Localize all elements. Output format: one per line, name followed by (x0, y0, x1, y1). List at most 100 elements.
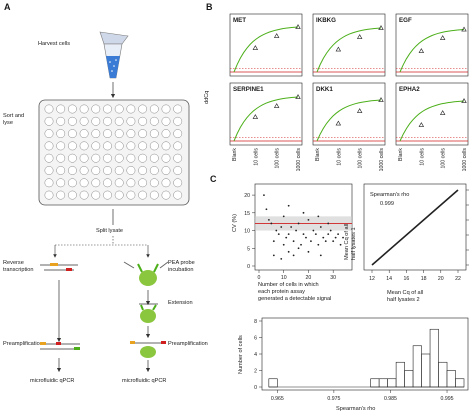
panel-label-b: B (206, 2, 213, 12)
fit-curve (233, 26, 299, 73)
well (79, 129, 89, 139)
fit-curve (233, 96, 299, 142)
well (56, 166, 66, 175)
cv-scatter-plot: 0 5 10 15 20 0 10 20 30 (244, 183, 353, 281)
well (149, 116, 159, 126)
fit-curve (316, 27, 382, 73)
panel-label-a: A (4, 2, 11, 12)
well (56, 141, 66, 151)
x-tick-label: 1000 cells (462, 148, 468, 172)
well (126, 190, 136, 200)
well (56, 190, 66, 200)
well (103, 141, 112, 151)
x-tick-label: 10 cells (419, 148, 425, 166)
well (67, 129, 77, 139)
cv-point (329, 229, 332, 232)
pea-probe-icon (123, 261, 169, 286)
split-label: Split lysate (96, 228, 123, 234)
well (138, 178, 148, 188)
rt-label-2: transcription (3, 267, 33, 273)
ext-label: Extension (168, 300, 193, 306)
data-point (418, 48, 425, 53)
well (91, 129, 101, 139)
data-point (295, 94, 301, 99)
well (103, 104, 112, 114)
preamp-left-icon (40, 342, 80, 350)
x-tick-label: 16 (404, 276, 410, 282)
x-tick-label: 100 cells (441, 148, 447, 169)
well (138, 141, 148, 151)
x-tick-label: 12 (369, 276, 375, 282)
y-tick-label: 8 (254, 319, 257, 325)
data-point (378, 97, 384, 102)
hist-bar (421, 353, 431, 388)
cv-point (319, 254, 322, 257)
cv-point (292, 240, 295, 243)
cv-point (297, 222, 300, 225)
cv-point (332, 240, 335, 243)
cv-point (327, 233, 330, 235)
cv-point (302, 233, 305, 235)
well (161, 104, 171, 114)
well (114, 153, 124, 163)
well (67, 141, 77, 151)
well (56, 104, 66, 114)
x-tick-label: 30 (330, 275, 336, 281)
well (173, 178, 183, 188)
plate-icon (38, 99, 190, 206)
hist-bar (268, 378, 278, 388)
x-tick-label: Blank (232, 148, 238, 161)
well (126, 116, 136, 126)
well (114, 166, 124, 175)
tube-icon (99, 31, 129, 79)
cv-point (317, 215, 320, 218)
well (149, 104, 159, 114)
cv-point (310, 240, 312, 243)
well (67, 116, 77, 126)
data-point (378, 25, 384, 30)
cv-point (305, 236, 307, 239)
well (67, 166, 77, 175)
well (161, 116, 171, 126)
hist-bar (455, 378, 465, 388)
well (173, 104, 183, 114)
well (44, 178, 54, 188)
cv-point (287, 233, 290, 235)
cv-point (302, 211, 305, 214)
cv-point (277, 233, 280, 235)
data-point (295, 24, 301, 29)
gene-label: IKBKG (316, 17, 336, 24)
ddcq-panel-frame (312, 13, 386, 77)
data-point (335, 120, 342, 126)
fit-curve (316, 99, 382, 142)
gene-label: EGF (399, 17, 412, 24)
cv-point (282, 243, 285, 246)
hist-bar (404, 370, 414, 388)
ddcq-panel-frame (395, 82, 469, 146)
well (138, 190, 148, 200)
cv-point (270, 222, 273, 225)
y-tick-label: 20 (244, 193, 250, 199)
cv-point (342, 236, 344, 239)
well (114, 178, 124, 188)
well (173, 129, 183, 139)
well (149, 129, 159, 139)
well (91, 178, 101, 188)
well (44, 129, 54, 139)
well (103, 129, 112, 139)
cv-point (307, 219, 310, 221)
harvest-label: Harvest cells (38, 41, 70, 47)
cv-point (297, 247, 300, 250)
x-tick-label: 100 cells (275, 148, 281, 169)
cv-point (272, 240, 275, 243)
well (138, 129, 148, 139)
well (44, 104, 54, 114)
y-tick-label: 10 (244, 229, 250, 235)
preamp-right-icon (130, 341, 166, 358)
gene-label: EPHA2 (399, 86, 420, 93)
cq-ylabel-2: half lysates 1 (351, 227, 357, 260)
well (91, 166, 101, 175)
well (44, 141, 54, 151)
cv-point (275, 229, 278, 232)
